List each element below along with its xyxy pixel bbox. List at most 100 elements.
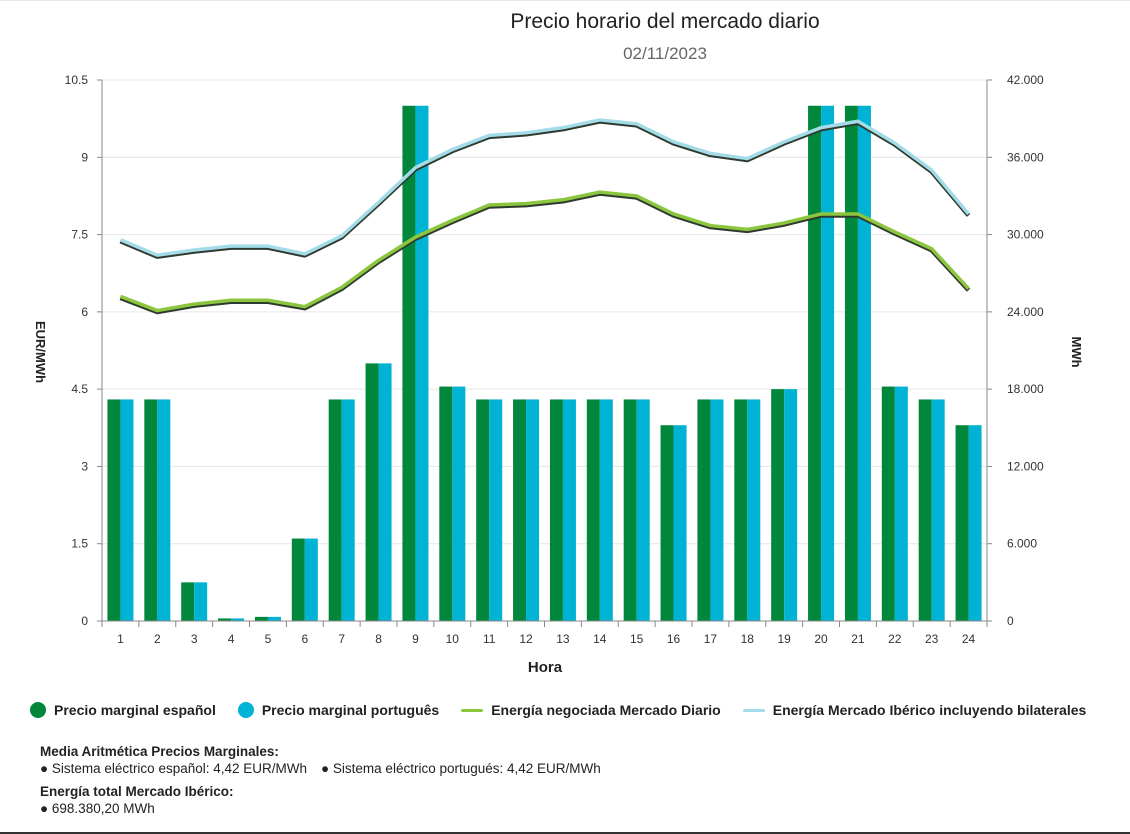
legend-item-energy-daily[interactable]: Energía negociada Mercado Diario [461, 702, 721, 718]
line-shadow-energy-iberian [119, 119, 971, 259]
bar-es-price[interactable] [181, 582, 195, 621]
bar-pt-price[interactable] [747, 399, 761, 621]
bar-es-price[interactable] [844, 105, 858, 621]
bar-pt-price[interactable] [120, 399, 134, 621]
bar-es-price[interactable] [623, 399, 637, 621]
bar-pt-price[interactable] [894, 386, 908, 621]
es-avg-price: ● Sistema eléctrico español: 4,42 EUR/MW… [40, 761, 308, 776]
bar-pt-price[interactable] [157, 399, 171, 621]
x-tick-label: 22 [888, 632, 902, 646]
bar-es-price[interactable] [955, 425, 969, 621]
bar-pt-price[interactable] [452, 386, 466, 621]
y-left-tick-label: 1.5 [71, 537, 88, 551]
bar-pt-price[interactable] [857, 105, 871, 621]
x-tick-label: 3 [191, 632, 198, 646]
bar-es-price[interactable] [697, 399, 711, 621]
bar-es-price[interactable] [107, 399, 121, 621]
bar-es-price[interactable] [476, 399, 490, 621]
y-axis-left-label: EUR/MWh [33, 321, 48, 383]
bar-pt-price[interactable] [231, 618, 245, 621]
x-tick-label: 7 [338, 632, 345, 646]
bar-pt-price[interactable] [304, 538, 318, 621]
bar-pt-price[interactable] [636, 399, 650, 621]
line-energy-daily[interactable] [119, 190, 970, 313]
y-left-tick-label: 7.5 [71, 228, 88, 242]
legend-marker-energy-iberian [742, 708, 765, 712]
bar-es-price[interactable] [365, 363, 379, 621]
grid-lines [102, 79, 987, 545]
bar-es-price[interactable] [402, 105, 416, 621]
y-left-tick-label: 10.5 [65, 73, 89, 87]
legend-item-es-price[interactable]: Precio marginal español [30, 702, 216, 718]
bar-es-price[interactable] [660, 425, 674, 621]
bar-es-price[interactable] [771, 389, 785, 621]
energy-total-heading: Energía total Mercado Ibérico: [40, 784, 234, 799]
bar-es-price[interactable] [218, 618, 232, 621]
bar-es-price[interactable] [918, 399, 932, 621]
legend-marker-energy-daily [461, 708, 484, 712]
x-tick-label: 18 [741, 632, 755, 646]
price-energy-chart: 0 0 1.5 6.000 3 12.000 4.5 18.000 6 24.000 7.5 30.0… [33, 10, 1084, 676]
bar-es-price[interactable] [734, 399, 748, 621]
bar-pt-price[interactable] [784, 389, 798, 621]
bar-es-price[interactable] [586, 399, 600, 621]
y-left-tick-label: 6 [81, 305, 88, 319]
bottom-divider [0, 832, 1130, 834]
y-right-tick-label: 0 [1007, 614, 1014, 628]
bar-pt-price[interactable] [267, 616, 281, 621]
bar-es-price[interactable] [144, 399, 158, 621]
bar-es-price[interactable] [808, 105, 822, 621]
y-left-tick-label: 0 [81, 614, 88, 628]
bar-pt-price[interactable] [599, 399, 613, 621]
bar-pt-price[interactable] [710, 399, 724, 621]
x-tick-label: 11 [483, 632, 496, 646]
line-energy-iberian[interactable] [119, 118, 970, 257]
chart-title: Precio horario del mercado diario [510, 10, 819, 33]
bar-pt-price[interactable] [489, 399, 503, 621]
x-tick-label: 23 [925, 632, 939, 646]
x-axis-label: Hora [528, 659, 563, 676]
bar-pt-price[interactable] [821, 105, 835, 621]
y-right-tick-label: 6.000 [1007, 537, 1037, 551]
x-tick-label: 21 [851, 632, 865, 646]
x-tick-label: 1 [117, 632, 124, 646]
y-right-tick-label: 18.000 [1007, 382, 1044, 396]
bar-es-price[interactable] [881, 386, 895, 621]
legend-marker-pt [237, 702, 254, 718]
bar-es-price[interactable] [513, 399, 527, 621]
legend-label-energy-daily: Energía negociada Mercado Diario [491, 702, 721, 718]
bar-es-price[interactable] [439, 386, 453, 621]
bar-pt-price[interactable] [341, 399, 355, 621]
x-tick-label: 12 [519, 632, 533, 646]
y-left-tick-label: 9 [81, 150, 88, 164]
x-tick-label: 6 [301, 632, 308, 646]
legend-label-pt: Precio marginal português [261, 702, 440, 718]
x-tick-label: 19 [778, 632, 792, 646]
legend-marker-es [30, 702, 46, 718]
bar-pt-price[interactable] [526, 399, 540, 621]
bar-pt-price[interactable] [968, 425, 982, 621]
bar-es-price[interactable] [291, 538, 305, 621]
bar-pt-price[interactable] [194, 582, 208, 621]
y-left-tick-label: 3 [81, 459, 88, 473]
bar-pt-price[interactable] [562, 399, 576, 621]
bar-es-price[interactable] [328, 399, 342, 621]
bar-es-price[interactable] [549, 399, 563, 621]
bar-pt-price[interactable] [931, 399, 945, 621]
axes: 0 0 1.5 6.000 3 12.000 4.5 18.000 6 24.000 7.5 30.0… [65, 73, 1044, 646]
line-shadow-energy-daily [119, 191, 971, 315]
summary-panel: Media Aritmética Precios Marginales: ● S… [40, 743, 601, 817]
avg-price-heading: Media Aritmética Precios Marginales: [40, 744, 279, 759]
energy-lines [119, 118, 971, 315]
bar-pt-price[interactable] [378, 363, 392, 621]
x-tick-label: 16 [667, 632, 681, 646]
energy-total-value: ● 698.380,20 MWh [40, 801, 155, 816]
bar-pt-price[interactable] [673, 425, 687, 621]
x-tick-label: 2 [154, 632, 161, 646]
legend-label-energy-iberian: Energía Mercado Ibérico incluyendo bilat… [772, 702, 1087, 718]
bar-pt-price[interactable] [415, 105, 429, 621]
legend-item-energy-iberian[interactable]: Energía Mercado Ibérico incluyendo bilat… [742, 702, 1087, 718]
x-tick-label: 13 [556, 632, 570, 646]
bar-es-price[interactable] [254, 616, 268, 621]
legend-item-pt-price[interactable]: Precio marginal português [237, 702, 440, 718]
